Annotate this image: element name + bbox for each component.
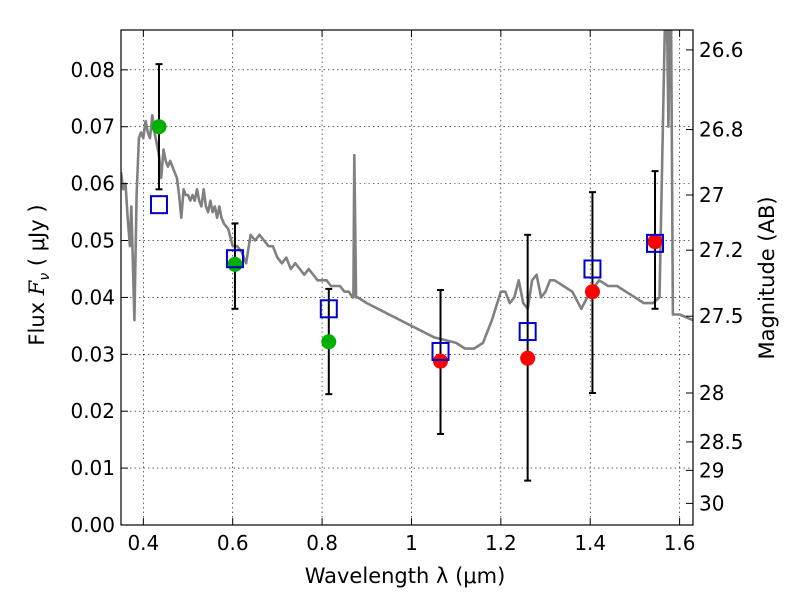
y2-axis-ticks: 26.6 26.8 27 27.2 27.5 28 28.5 29 30: [686, 38, 744, 515]
model-sed-line: [121, 30, 693, 350]
y-axis-ticks: 0.00 0.01 0.02 0.03 0.04 0.05 0.06 0.07 0.08: [70, 58, 128, 537]
model-photometry-square: [149, 195, 168, 215]
y-tick-label: 0.00: [70, 513, 115, 537]
y2-tick-label: 28: [699, 381, 724, 405]
y-tick-label: 0.05: [70, 229, 115, 253]
data-point-marker: [647, 234, 663, 250]
model-photometry-square: [225, 249, 244, 269]
y2-axis-label: Magnitude (AB): [755, 196, 779, 359]
data-point-marker: [227, 256, 243, 272]
grid: [121, 30, 693, 525]
markers-layer: [149, 119, 665, 369]
y-axis-label-prefix: Flux: [25, 295, 49, 345]
x-tick-label: 0.8: [306, 531, 338, 555]
y2-tick-label: 26.8: [699, 118, 744, 142]
y-tick-label: 0.04: [70, 285, 115, 309]
data-point-marker: [584, 284, 600, 300]
x-tick-label: 0.4: [127, 531, 159, 555]
plot-frame: [120, 29, 694, 526]
x-axis-ticks: 0.4 0.6 0.8 1 1.2 1.4 1.6: [127, 30, 696, 555]
model-photometry-square: [518, 322, 537, 342]
y-tick-label: 0.08: [70, 58, 115, 82]
y-axis-label: Flux Fν ( μJy ): [25, 204, 53, 345]
model-photometry-square: [319, 299, 338, 319]
y2-tick-label: 29: [699, 458, 724, 482]
x-tick-label: 1.4: [574, 531, 606, 555]
data-point-marker: [321, 334, 337, 350]
x-tick-label: 0.6: [217, 531, 249, 555]
model-photometry-square: [431, 341, 450, 361]
y-axis-label-suffix: ( μJy ): [25, 204, 49, 272]
data-point-marker: [433, 353, 449, 369]
y-tick-label: 0.06: [70, 172, 115, 196]
model-photometry-square: [646, 233, 665, 253]
y2-tick-label: 27.2: [699, 238, 744, 262]
y-tick-label: 0.01: [70, 456, 115, 480]
y2-tick-label: 27.5: [699, 304, 744, 328]
x-tick-label: 1.2: [485, 531, 517, 555]
y2-tick-label: 30: [699, 491, 724, 515]
error-bars-layer: [155, 63, 659, 482]
x-axis-label: Wavelength λ (μm): [305, 564, 506, 588]
y2-tick-label: 26.6: [699, 38, 744, 62]
data-point-marker: [151, 119, 167, 135]
x-tick-label: 1: [405, 531, 418, 555]
y-axis-label-symbol: F: [25, 279, 49, 296]
y2-tick-label: 28.5: [699, 430, 744, 454]
data-point-marker: [520, 350, 536, 366]
x-tick-label: 1.6: [664, 531, 696, 555]
y-tick-label: 0.03: [70, 342, 115, 366]
y-axis-label-subscript: ν: [37, 273, 53, 281]
y2-tick-label: 27: [699, 183, 724, 207]
model-photometry-square: [583, 259, 602, 279]
model-sed-layer: [121, 30, 693, 350]
y-tick-label: 0.07: [70, 115, 115, 139]
y-tick-label: 0.02: [70, 399, 115, 423]
